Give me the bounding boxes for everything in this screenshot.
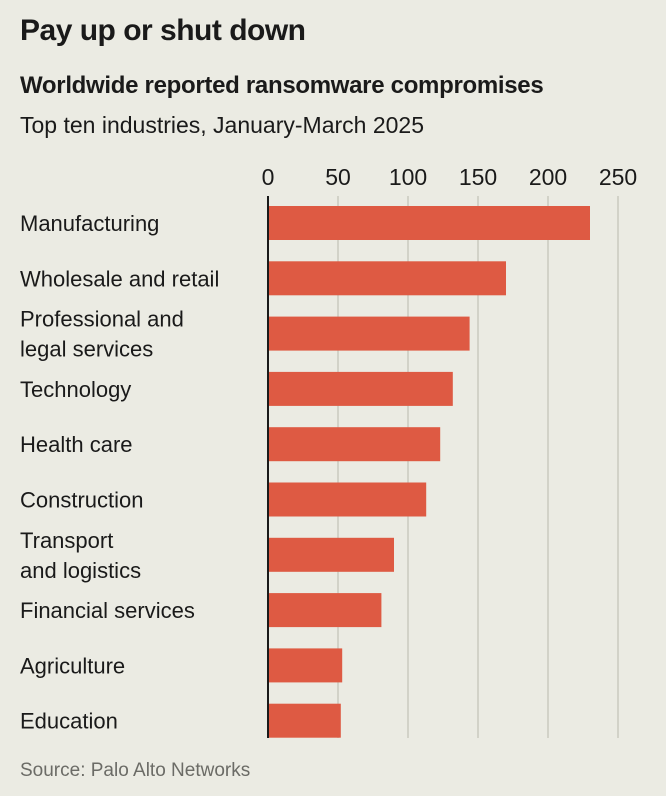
bar [268, 537, 394, 572]
x-tick-label: 100 [389, 164, 427, 190]
x-tick-label: 250 [599, 164, 637, 190]
bar [268, 316, 470, 351]
x-tick-label: 50 [325, 164, 351, 190]
x-tick-label: 200 [529, 164, 567, 190]
x-tick-label: 150 [459, 164, 497, 190]
x-tick-label: 0 [262, 164, 275, 190]
category-label: Health care [20, 432, 133, 457]
category-label: Construction [20, 488, 144, 513]
chart-title: Pay up or shut down [20, 14, 306, 47]
category-label: Agriculture [20, 653, 125, 678]
category-label: Manufacturing [20, 211, 159, 236]
category-label: Professional and legal services [20, 307, 184, 362]
bar [268, 648, 343, 683]
chart-subtitle: Worldwide reported ransomware compromise… [20, 72, 544, 99]
bar [268, 427, 441, 462]
category-label: Education [20, 709, 118, 734]
bar [268, 482, 427, 517]
bar [268, 261, 506, 296]
category-label: Transport and logistics [20, 528, 141, 583]
category-label: Wholesale and retail [20, 266, 219, 291]
bar [268, 703, 341, 738]
source-note: Source: Palo Alto Networks [20, 760, 251, 781]
bar [268, 593, 382, 628]
chart-description: Top ten industries, January-March 2025 [20, 112, 424, 138]
category-label: Financial services [20, 598, 195, 623]
bar [268, 371, 453, 406]
category-label: Technology [20, 377, 131, 402]
bar [268, 206, 590, 240]
